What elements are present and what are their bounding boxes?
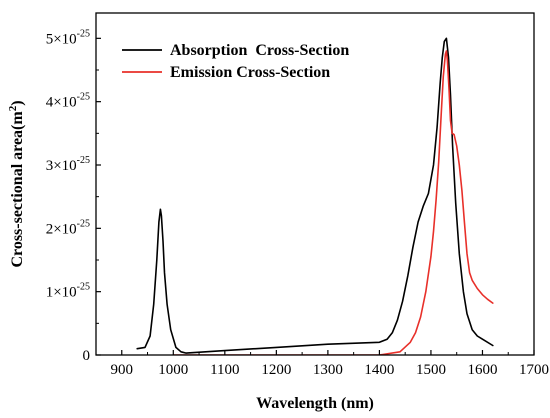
x-tick-label: 1200: [261, 362, 291, 378]
y-tick-mantissa: 3: [46, 158, 54, 174]
y-axis: 01×10-252×10-253×10-254×10-255×10-25: [46, 28, 101, 364]
y-tick-base: 10: [62, 158, 77, 174]
x-axis: 900 1000 1100 1200 1300 1400 1500 1600 1700: [95, 350, 549, 378]
x-tick-label: 1500: [416, 362, 446, 378]
x-tick-label: 1100: [210, 362, 239, 378]
plot-frame: [95, 12, 535, 356]
series-line-0: [136, 37, 494, 354]
y-tick-times: ×: [53, 158, 61, 174]
x-axis-title: Wavelength (nm): [256, 395, 374, 412]
y-tick-text: 0: [83, 348, 91, 364]
y-tick-label: 5×10-25: [46, 28, 90, 47]
y-tick-exponent: -25: [77, 282, 90, 293]
y-tick-mantissa: 5: [46, 31, 54, 47]
legend: Absorption Cross-Section Emission Cross-S…: [122, 42, 349, 81]
y-axis-title: Cross-sectional area(m2): [7, 100, 26, 267]
y-tick-label: 4×10-25: [46, 92, 90, 111]
x-tick-label: 900: [111, 362, 134, 378]
y-tick-exponent: -25: [77, 28, 90, 39]
y-tick-base: 10: [62, 31, 77, 47]
y-tick-times: ×: [53, 221, 61, 237]
legend-label-1: Emission Cross-Section: [170, 64, 330, 81]
y-tick-base: 10: [62, 285, 77, 301]
x-tick-label: 1000: [158, 362, 188, 378]
series-layer: [136, 37, 494, 355]
y-tick-exponent: -25: [77, 155, 90, 166]
x-tick-label: 1700: [519, 362, 549, 378]
y-tick-label: 1×10-25: [46, 282, 90, 301]
series-line-1: [172, 50, 494, 355]
y-axis-title-text: Cross-sectional area(m: [9, 111, 26, 268]
y-tick-base: 10: [62, 95, 77, 111]
y-tick-times: ×: [53, 285, 61, 301]
y-tick-label: 3×10-25: [46, 155, 90, 174]
y-tick-label: 0: [83, 348, 91, 364]
y-axis-title-close: ): [9, 100, 26, 105]
legend-label-0: Absorption Cross-Section: [170, 42, 349, 59]
y-tick-mantissa: 2: [46, 221, 54, 237]
y-tick-times: ×: [53, 31, 61, 47]
y-tick-base: 10: [62, 221, 77, 237]
y-tick-mantissa: 1: [46, 285, 54, 301]
y-axis-title-superscript: 2: [7, 105, 19, 111]
y-tick-exponent: -25: [77, 92, 90, 103]
x-tick-label: 1300: [313, 362, 343, 378]
x-tick-label: 1400: [364, 362, 394, 378]
x-tick-label: 1600: [467, 362, 497, 378]
y-tick-exponent: -25: [77, 218, 90, 229]
y-tick-label: 2×10-25: [46, 218, 90, 237]
y-tick-times: ×: [53, 95, 61, 111]
y-tick-mantissa: 4: [46, 95, 54, 111]
